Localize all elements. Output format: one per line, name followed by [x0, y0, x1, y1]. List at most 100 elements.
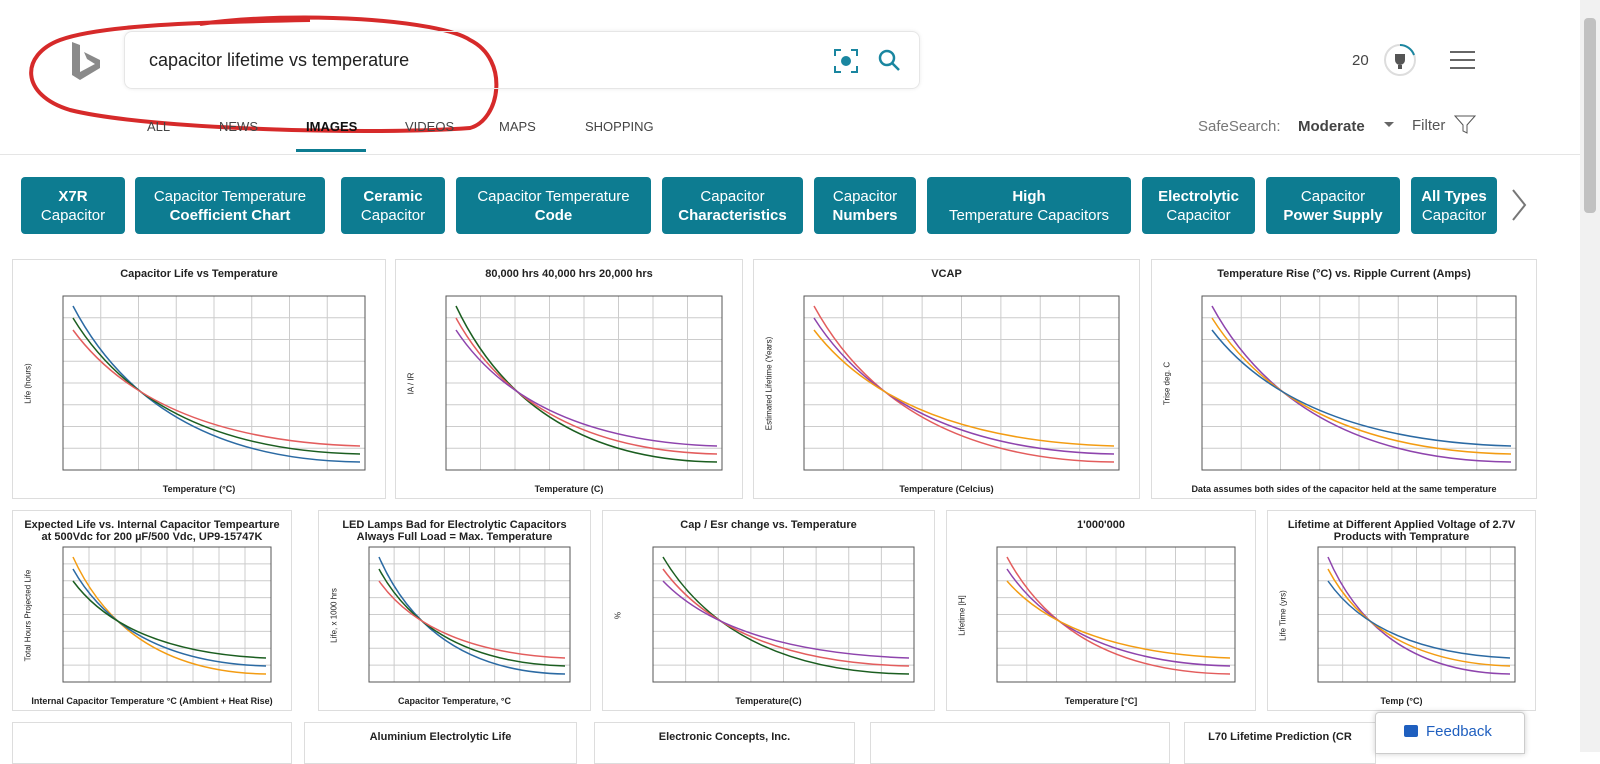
chip-text: All Types [1421, 187, 1487, 205]
nav-tab[interactable]: VIDEOS [405, 119, 455, 134]
feedback-label: Feedback [1426, 723, 1492, 740]
thumbnail-y-label: Life Time (yrs) [1278, 589, 1288, 641]
thumbnail-x-label: Internal Capacitor Temperature °C (Ambie… [31, 696, 273, 706]
chip-text: Temperature Capacitors [948, 206, 1110, 224]
thumbnail-graphic [62, 546, 272, 683]
thumbnail-y-label: Lifetime [H] [957, 594, 967, 636]
chip-text: Capacitor [1421, 206, 1487, 224]
nav-tab[interactable]: IMAGES [306, 119, 358, 134]
thumbnail-title: Aluminium Electrolytic Life [369, 731, 512, 743]
image-thumbnail[interactable]: Cap / Esr change vs. Temperature Temperat… [602, 510, 935, 711]
thumbnail-title: 1'000'000 [1076, 519, 1126, 531]
image-thumbnail[interactable]: 1'000'000 Temperature [°C] Lifetime [H] [946, 510, 1256, 711]
scrollbar-thumb[interactable] [1584, 18, 1596, 213]
thumbnail-graphic [803, 295, 1120, 471]
image-thumbnail[interactable]: Electronic Concepts, Inc. [594, 722, 855, 764]
thumbnail-title: Lifetime at Different Applied Voltage of… [1287, 519, 1516, 543]
thumbnail-y-label: Life, x 1000 hrs [329, 587, 339, 643]
thumbnail-graphic [996, 546, 1236, 683]
chip-text: Numbers [832, 206, 898, 224]
related-search-chip[interactable]: Electrolytic Capacitor [1142, 177, 1255, 234]
thumbnail-graphic [62, 295, 366, 471]
search-query[interactable]: capacitor lifetime vs temperature [149, 50, 410, 70]
rewards-icon[interactable] [1384, 44, 1416, 76]
related-search-chip[interactable]: Capacitor Characteristics [662, 177, 803, 234]
chip-text: Capacitor [1166, 206, 1231, 224]
visual-search-icon[interactable] [834, 49, 858, 73]
filter-button[interactable]: Filter [1412, 117, 1446, 134]
image-thumbnail[interactable]: L70 Lifetime Prediction (CR [1184, 722, 1376, 764]
nav-tab[interactable]: MAPS [499, 119, 536, 134]
related-search-chip[interactable]: Capacitor Temperature Code [456, 177, 651, 234]
thumbnail-x-label: Temperature [°C] [1064, 696, 1138, 706]
filter-icon[interactable] [1453, 115, 1477, 134]
image-thumbnail[interactable]: Temperature Rise (°C) vs. Ripple Current… [1151, 259, 1537, 499]
chip-text: Power Supply [1283, 206, 1383, 224]
thumbnail-title: Cap / Esr change vs. Temperature [680, 519, 857, 531]
chips-next-arrow[interactable] [1505, 185, 1535, 225]
feedback-icon [1404, 725, 1418, 737]
chip-text: Capacitor [832, 187, 898, 205]
thumbnail-x-label: Temperature (°C) [162, 484, 236, 494]
thumbnail-title: Expected Life vs. Internal Capacitor Tem… [24, 519, 280, 543]
thumbnail-graphic [1201, 295, 1517, 471]
thumbnail-graphic [1317, 546, 1516, 683]
thumbnail-graphic [652, 546, 915, 683]
chip-text: Capacitor [360, 206, 426, 224]
nav-tab[interactable]: SHOPPING [585, 119, 654, 134]
thumbnail-x-label: Temperature(C) [735, 696, 802, 706]
image-thumbnail[interactable]: VCAP Temperature (Celcius) Estimated Lifet… [753, 259, 1140, 499]
chip-text: Capacitor Temperature [153, 187, 307, 205]
header-graphics [29, 15, 1477, 152]
image-thumbnail[interactable]: 80,000 hrs 40,000 hrs 20,000 hrs Temperat… [395, 259, 743, 499]
chip-text: Capacitor [1300, 187, 1366, 205]
scrollbar[interactable] [1580, 0, 1600, 752]
chip-text: Code [534, 206, 573, 224]
chip-text: Capacitor [700, 187, 765, 205]
search-icon[interactable] [878, 49, 900, 71]
image-thumbnail[interactable] [12, 722, 292, 764]
image-thumbnail[interactable]: Expected Life vs. Internal Capacitor Tem… [12, 510, 292, 711]
thumbnail-title: VCAP [931, 268, 962, 280]
image-thumbnail[interactable] [870, 722, 1170, 764]
chip-text: Coefficient Chart [169, 206, 291, 224]
related-search-chip[interactable]: All Types Capacitor [1411, 177, 1497, 234]
menu-icon[interactable] [1450, 51, 1475, 69]
reward-count: 20 [1352, 52, 1369, 69]
active-tab-underline [296, 149, 366, 152]
chip-text: Ceramic [363, 187, 423, 205]
thumbnail-x-label: Capacitor Temperature, °C [398, 696, 511, 706]
search-icons [834, 49, 900, 73]
safesearch-value[interactable]: Moderate [1298, 118, 1365, 135]
related-search-chip[interactable]: High Temperature Capacitors [927, 177, 1131, 234]
feedback-button[interactable]: Feedback [1375, 712, 1525, 754]
related-search-chip[interactable]: Ceramic Capacitor [341, 177, 445, 234]
image-thumbnail[interactable]: LED Lamps Bad for Electrolytic Capacitor… [318, 510, 591, 711]
chip-text: X7R [58, 187, 88, 205]
bing-logo [72, 42, 100, 80]
thumbnail-y-label: % [613, 611, 623, 619]
chip-text: Electrolytic [1158, 187, 1239, 205]
thumbnail-title: Capacitor Life vs Temperature [120, 268, 278, 280]
thumbnail-title: Temperature Rise (°C) vs. Ripple Current… [1217, 268, 1471, 280]
thumbnail-y-label: Trise deg. C [1162, 361, 1172, 406]
related-search-chip[interactable]: Capacitor Power Supply [1266, 177, 1400, 234]
header: capacitor lifetime vs temperature 20 Saf… [0, 0, 1600, 155]
nav-tab[interactable]: NEWS [219, 119, 258, 134]
chip-text: Characteristics [678, 206, 787, 224]
related-search-chip[interactable]: Capacitor Temperature Coefficient Chart [135, 177, 325, 234]
nav-tab[interactable]: ALL [147, 119, 171, 134]
thumbnail-title: L70 Lifetime Prediction (CR [1208, 731, 1352, 743]
related-search-chip[interactable]: X7R Capacitor [21, 177, 125, 234]
safesearch-label: SafeSearch: [1198, 118, 1281, 135]
search-box[interactable]: capacitor lifetime vs temperature [124, 31, 920, 89]
dropdown-caret [1384, 122, 1394, 127]
image-thumbnail[interactable]: Capacitor Life vs Temperature Temperature… [12, 259, 386, 499]
thumbnail-graphic [368, 546, 571, 683]
image-thumbnail[interactable]: Lifetime at Different Applied Voltage of… [1267, 510, 1536, 711]
thumbnail-x-label: Data assumes both sides of the capacitor… [1191, 484, 1497, 494]
image-thumbnail[interactable]: Aluminium Electrolytic Life [304, 722, 577, 764]
thumbnail-title: LED Lamps Bad for Electrolytic Capacitor… [342, 519, 567, 543]
thumbnail-y-label: Life (hours) [23, 363, 33, 404]
related-search-chip[interactable]: Capacitor Numbers [814, 177, 916, 234]
